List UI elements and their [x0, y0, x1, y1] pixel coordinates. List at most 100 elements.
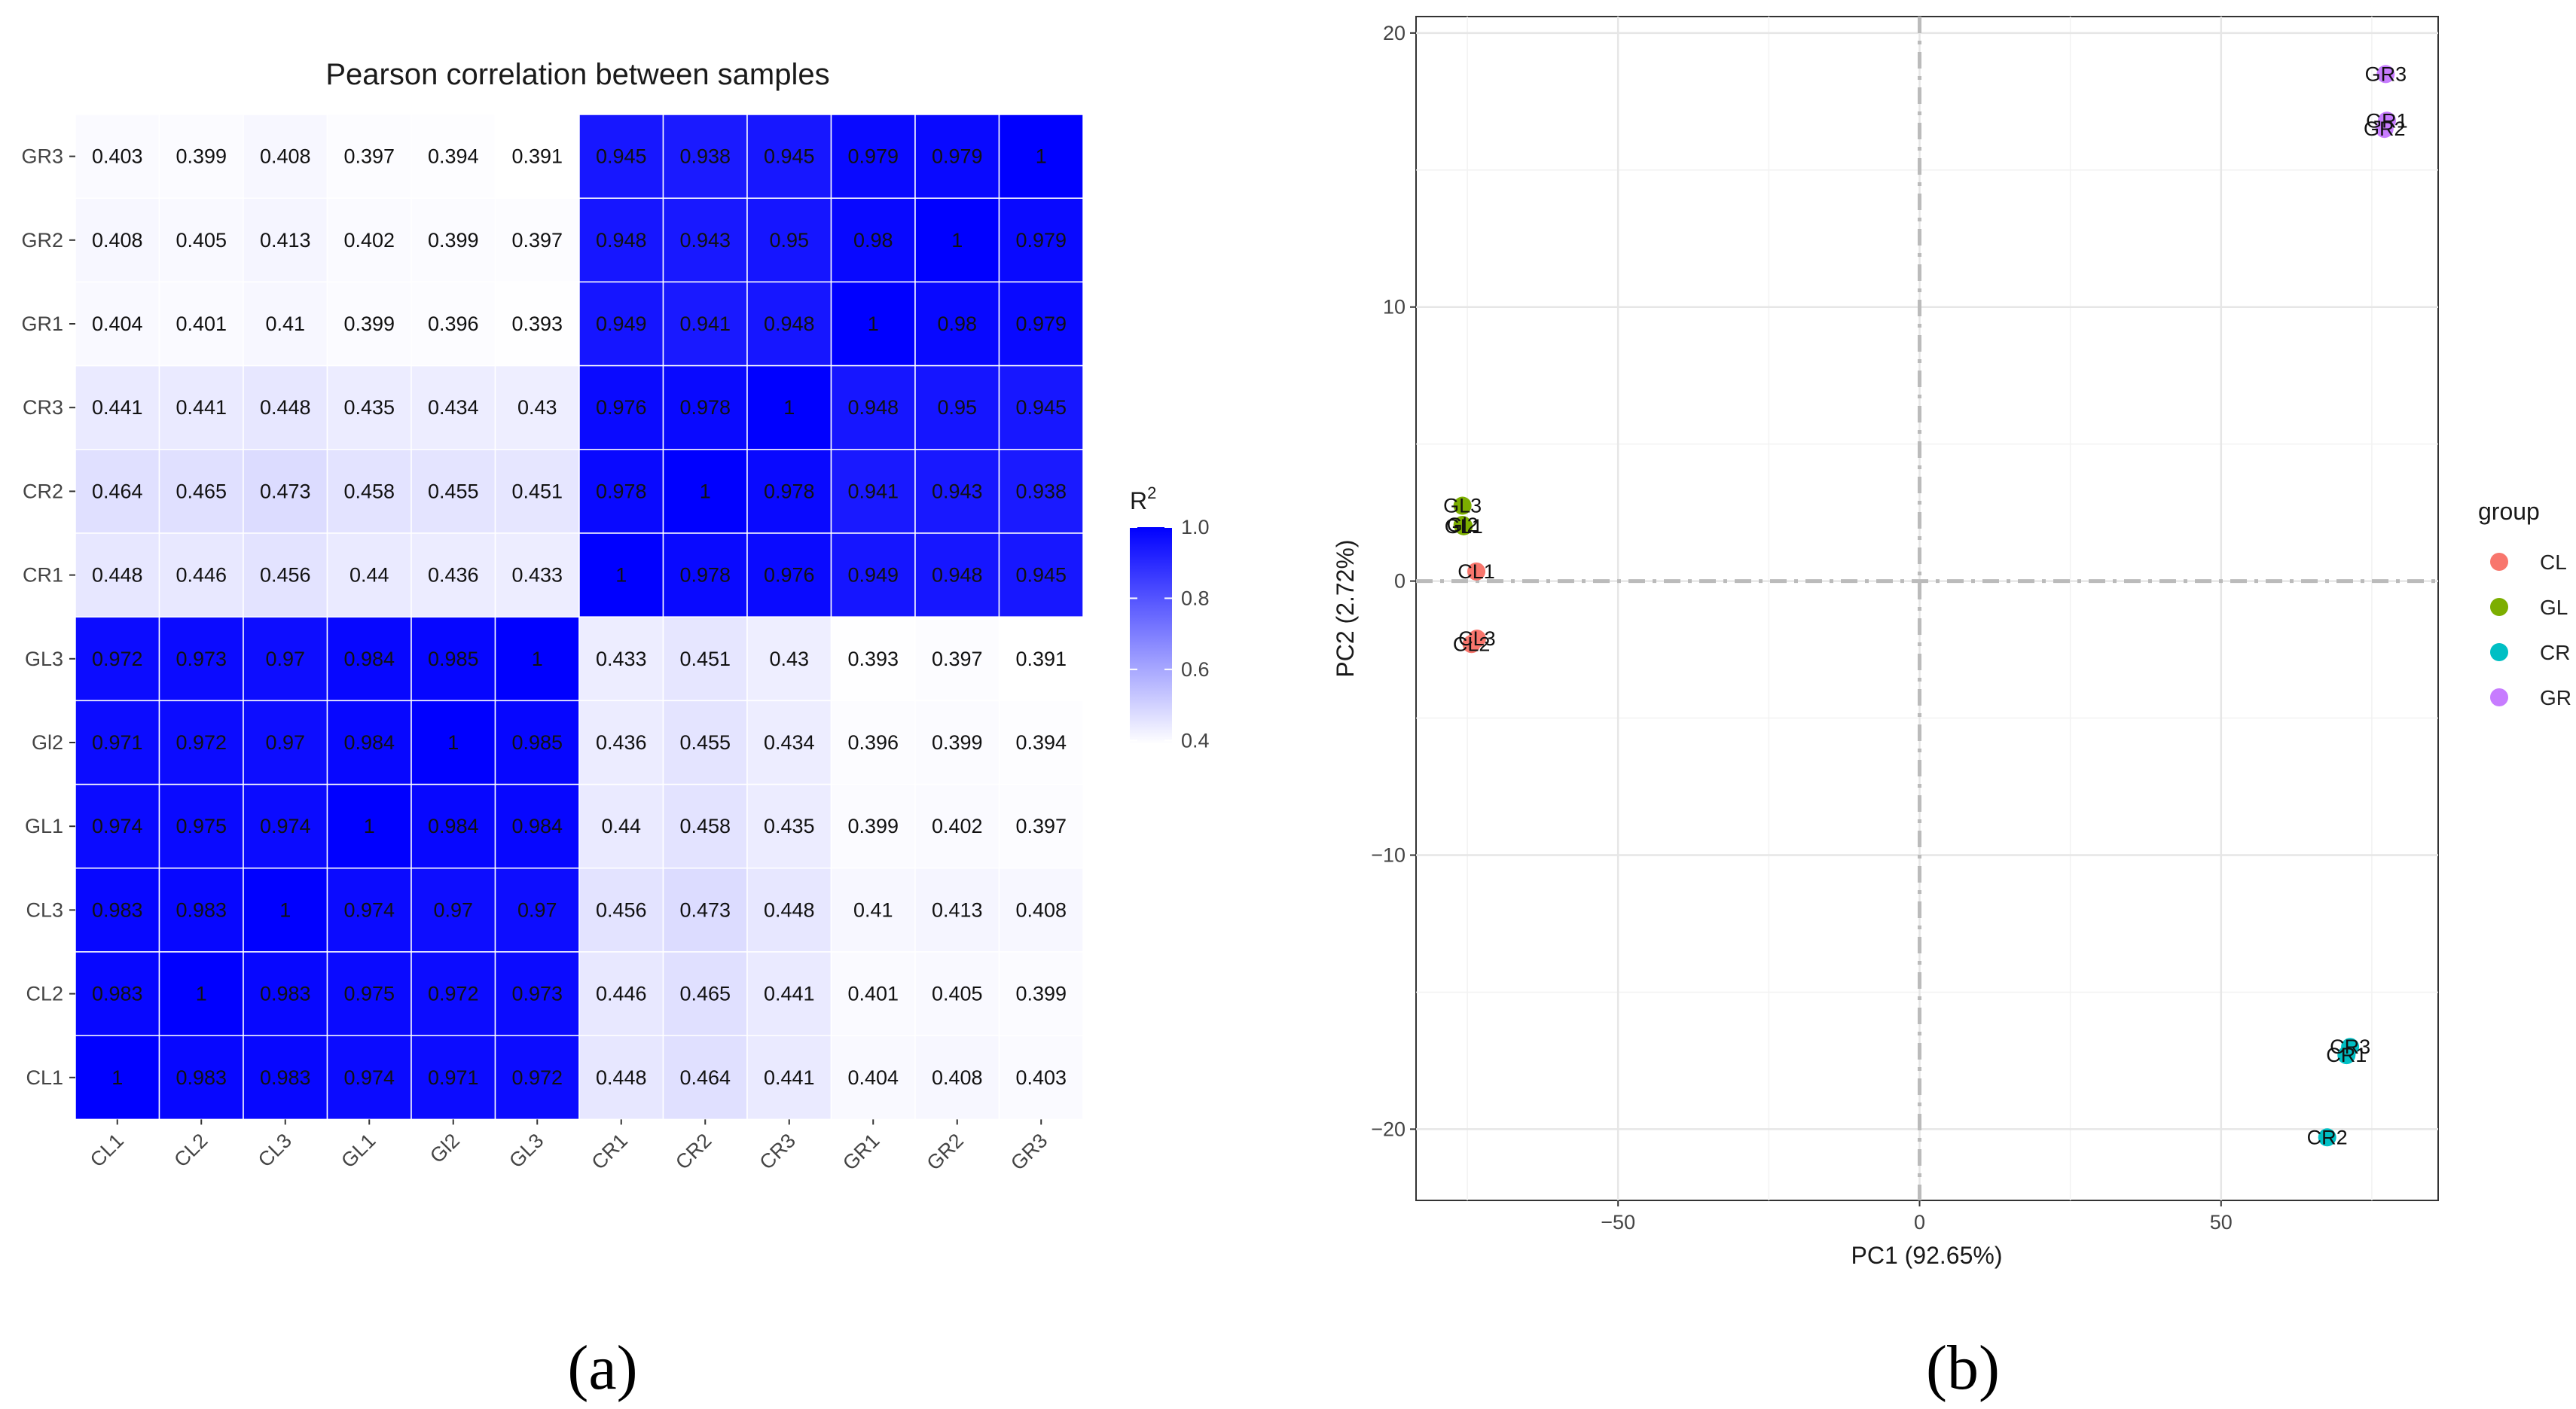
cell-value: 0.408: [260, 145, 311, 168]
data-point: [2375, 120, 2394, 139]
heatmap-cells: 0.403 0.399 0.408 0.397 0.394 0.391 0.945 0.938…: [75, 114, 1084, 1121]
cell-value: 1: [447, 731, 459, 754]
cell-value: 0.98: [853, 229, 893, 252]
cell-value: 0.404: [847, 1066, 899, 1089]
heatmap-cell: [75, 197, 160, 283]
heatmap-cell: [494, 364, 580, 450]
cell-value: 1: [700, 480, 711, 502]
cell-value: 0.408: [932, 1066, 983, 1089]
cell-value: 0.458: [679, 815, 731, 837]
cell-value: 0.399: [847, 815, 899, 837]
cell-value: 0.441: [764, 983, 815, 1005]
heatmap-cell: [75, 616, 160, 702]
colorbar-title: R2: [1130, 483, 1156, 514]
cell-value: 0.983: [260, 1066, 311, 1089]
heatmap-cell: [998, 1035, 1084, 1121]
cell-value: 0.941: [679, 313, 731, 335]
point-label: GR1: [2366, 109, 2408, 132]
pca-x-axis-title: PC1 (92.65%): [1851, 1242, 2003, 1269]
colorbar-tick-label: 0.8: [1181, 587, 1210, 609]
cell-value: 0.396: [428, 313, 479, 335]
heatmap-cell: [326, 616, 412, 702]
cell-value: 0.95: [937, 396, 977, 419]
x-tick-label: 50: [2210, 1211, 2233, 1234]
heatmap-cell: [830, 364, 916, 450]
heatmap-cell: [411, 868, 496, 953]
heatmap-cell: [494, 868, 580, 953]
cell-value: 0.436: [596, 731, 647, 754]
cell-value: 0.41: [265, 313, 305, 335]
cell-value: 0.976: [596, 396, 647, 419]
cell-value: 0.397: [511, 229, 563, 252]
cell-value: 0.941: [847, 480, 899, 502]
cell-value: 0.948: [932, 564, 983, 587]
cell-value: 0.983: [175, 1066, 227, 1089]
point-label: Gl2: [1447, 514, 1479, 536]
cell-value: 0.97: [433, 898, 473, 921]
heatmap-cell: [662, 700, 748, 785]
heatmap-cell: [494, 951, 580, 1036]
cell-value: 0.456: [596, 898, 647, 921]
cell-value: 0.446: [596, 983, 647, 1005]
cell-value: 0.949: [596, 313, 647, 335]
point-label: CR3: [2330, 1035, 2370, 1058]
cell-value: 0.979: [1015, 229, 1067, 252]
heatmap-cell: [914, 532, 1000, 618]
heatmap-cell: [75, 783, 160, 869]
cell-value: 0.975: [175, 815, 227, 837]
cell-value: 0.435: [764, 815, 815, 837]
heatmap-cell: [998, 197, 1084, 283]
cell-value: 0.441: [764, 1066, 815, 1089]
cell-value: 0.473: [679, 898, 731, 921]
cell-value: 0.973: [175, 648, 227, 670]
cell-value: 0.473: [260, 480, 311, 502]
cell-value: 0.391: [511, 145, 563, 168]
y-tick-label: CR1: [23, 564, 63, 587]
cell-value: 0.971: [92, 731, 143, 754]
y-tick-label: 20: [1383, 22, 1406, 44]
cell-value: 1: [364, 815, 375, 837]
cell-value: 0.974: [260, 815, 311, 837]
cell-value: 0.97: [265, 648, 305, 670]
heatmap-cell: [411, 449, 496, 534]
cell-value: 0.943: [679, 229, 731, 252]
cell-value: 0.41: [853, 898, 893, 921]
heatmap-cell: [914, 616, 1000, 702]
heatmap-cell: [494, 449, 580, 534]
heatmap-cell: [662, 364, 748, 450]
heatmap-cell: [998, 114, 1084, 199]
cell-value: 0.985: [511, 731, 563, 754]
data-point: [2318, 1128, 2336, 1147]
heatmap-cell: [914, 281, 1000, 367]
heatmap-cell: [830, 114, 916, 199]
colorbar-tick-label: 0.4: [1181, 729, 1210, 752]
heatmap-cell: [75, 868, 160, 953]
cell-value: 0.465: [679, 983, 731, 1005]
heatmap-cell: [411, 616, 496, 702]
data-point: [2376, 65, 2395, 84]
cell-value: 0.401: [847, 983, 899, 1005]
legend-label: GL: [2540, 596, 2568, 619]
legend-label: GR: [2540, 686, 2571, 709]
heatmap-cell: [998, 281, 1084, 367]
cell-value: 0.945: [1015, 564, 1067, 587]
cell-value: 1: [279, 898, 291, 921]
cell-value: 0.983: [92, 898, 143, 921]
legend-key: [2490, 553, 2508, 571]
heatmap-cell: [494, 1035, 580, 1121]
heatmap-cell: [746, 197, 832, 283]
pca-gridlines: [1416, 17, 2438, 1200]
heatmap-cell: [326, 197, 412, 283]
heatmap-cell: [830, 449, 916, 534]
heatmap-cell: [578, 1035, 664, 1121]
heatmap-cell: [578, 616, 664, 702]
cell-value: 0.945: [1015, 396, 1067, 419]
cell-value: 0.455: [428, 480, 479, 502]
heatmap-cell: [746, 364, 832, 450]
x-tick-label: −50: [1601, 1211, 1635, 1234]
cell-value: 0.391: [1015, 648, 1067, 670]
cell-value: 0.405: [932, 983, 983, 1005]
heatmap-cell: [158, 449, 244, 534]
cell-value: 0.95: [769, 229, 809, 252]
